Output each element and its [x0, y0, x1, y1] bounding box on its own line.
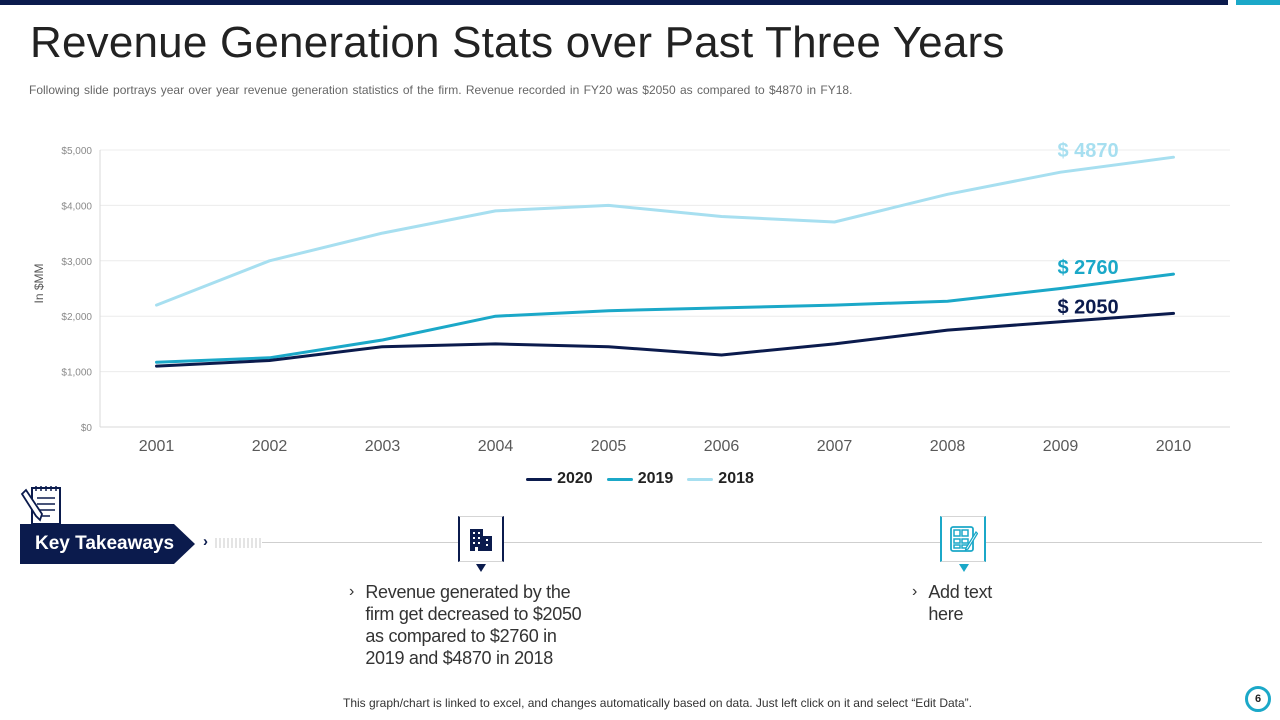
x-tick-label: 2008 — [930, 438, 966, 455]
slide-title: Revenue Generation Stats over Past Three… — [30, 18, 1005, 67]
y-tick-label: $0 — [81, 423, 93, 434]
legend-label-2020: 2020 — [557, 470, 593, 487]
takeaway-1-line-3: as compared to $2760 in — [365, 626, 557, 646]
slide-subtitle: Following slide portrays year over year … — [29, 83, 853, 97]
x-tick-label: 2002 — [252, 438, 288, 455]
dashed-ticks-decoration — [215, 538, 261, 548]
notepad-pencil-icon — [20, 486, 61, 525]
takeaway-1-text: Revenue generated by the firm get decrea… — [365, 581, 581, 669]
takeaways-divider-line — [262, 542, 1262, 543]
x-tick-label: 2010 — [1156, 438, 1192, 455]
x-tick-label: 2003 — [365, 438, 401, 455]
y-tick-label: $1,000 — [61, 368, 92, 379]
y-axis-title: In $MM — [32, 263, 46, 303]
takeaway-2-icon-box — [940, 516, 986, 562]
takeaway-2-text[interactable]: Add text here — [928, 581, 992, 625]
chevron-right-icon: › — [203, 533, 208, 550]
end-value-label-2019: $ 2760 — [1058, 257, 1119, 279]
calculator-icon — [950, 526, 978, 552]
y-tick-label: $2,000 — [61, 312, 92, 323]
x-tick-label: 2004 — [478, 438, 514, 455]
building-icon — [470, 529, 492, 551]
revenue-line-chart[interactable]: $0 $1,000 $2,000 $3,000 $4,000 $5,000 2001 2002… — [0, 130, 1280, 465]
x-tick-label: 2009 — [1043, 438, 1079, 455]
end-value-label-2020: $ 2050 — [1058, 296, 1119, 318]
takeaway-2-bullet: › — [912, 583, 918, 600]
legend-label-2018: 2018 — [718, 470, 754, 487]
legend-item-2019[interactable]: 2019 — [606, 470, 674, 488]
series-line-2018[interactable] — [155, 155, 1175, 307]
takeaway-1-line-1: Revenue generated by the — [365, 582, 571, 602]
y-tick-label: $5,000 — [61, 146, 92, 157]
end-value-label-2018: $ 4870 — [1058, 140, 1119, 162]
top-accent-bar-dark — [0, 0, 1228, 5]
y-tick-label: $4,000 — [61, 201, 92, 212]
takeaway-2-pointer — [959, 564, 969, 572]
takeaway-2: › Add text here — [912, 581, 992, 625]
takeaway-1: › Revenue generated by the firm get decr… — [349, 581, 582, 669]
page-number-badge: 6 — [1245, 686, 1271, 712]
x-tick-label: 2001 — [139, 438, 175, 455]
key-takeaways-label: Key Takeaways — [35, 533, 175, 554]
series-line-2020[interactable] — [155, 311, 1175, 368]
series-line-2019[interactable] — [155, 272, 1175, 364]
takeaway-1-bullet: › — [349, 583, 355, 600]
legend-item-2020[interactable]: 2020 — [526, 470, 593, 488]
footnote: This graph/chart is linked to excel, and… — [343, 696, 972, 710]
legend-swatch-2019 — [606, 477, 633, 481]
legend-swatch-2018 — [687, 477, 714, 481]
legend-swatch-2020 — [526, 477, 553, 481]
top-accent-bar-light — [1236, 0, 1280, 5]
takeaway-2-line-2: here — [928, 604, 964, 624]
x-tick-label: 2007 — [817, 438, 853, 455]
key-takeaways-banner: Key Takeaways — [20, 524, 195, 564]
x-tick-label: 2006 — [704, 438, 740, 455]
y-tick-label: $3,000 — [61, 257, 92, 268]
legend-item-2018[interactable]: 2018 — [687, 470, 754, 488]
takeaway-2-line-1: Add text — [928, 582, 992, 602]
takeaway-1-pointer — [476, 564, 486, 572]
takeaway-1-line-2: firm get decreased to $2050 — [365, 604, 582, 624]
takeaway-1-line-4: 2019 and $4870 in 2018 — [365, 648, 553, 668]
legend-label-2019: 2019 — [637, 470, 674, 487]
takeaway-1-icon-box — [458, 516, 504, 562]
chart-legend: 2020 2019 2018 — [0, 470, 1280, 488]
page-number: 6 — [1254, 693, 1262, 705]
x-tick-label: 2005 — [591, 438, 627, 455]
